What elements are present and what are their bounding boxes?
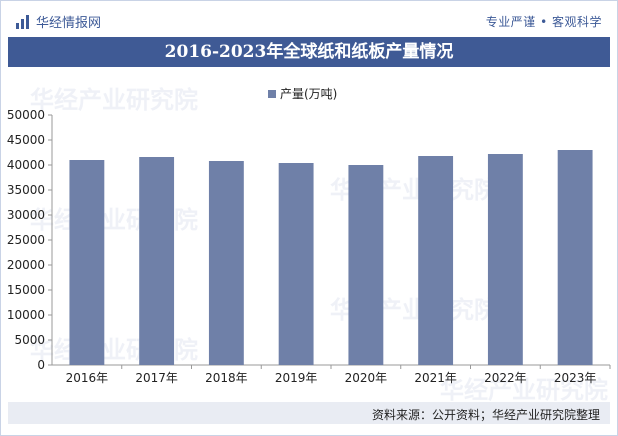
y-tick-label: 5000 xyxy=(14,333,45,347)
y-tick-label: 30000 xyxy=(7,208,45,222)
brand-logo: 华经情报网 xyxy=(16,12,101,31)
x-tick-label: 2020年 xyxy=(345,371,388,385)
y-tick-label: 35000 xyxy=(7,183,45,197)
brand-slogan: 专业严谨 • 客观科学 xyxy=(485,15,602,29)
chart-legend: 产量(万吨) xyxy=(268,85,337,102)
x-tick-label: 2023年 xyxy=(554,371,597,385)
x-tick-label: 2021年 xyxy=(414,371,457,385)
y-tick-label: 0 xyxy=(37,358,45,372)
source-bar: 资料来源：公开资料；华经产业研究院整理 xyxy=(8,402,610,424)
bar-3 xyxy=(208,161,244,365)
header-bar: 华经情报网 专业严谨 • 客观科学 xyxy=(8,6,610,34)
bar-8 xyxy=(557,150,593,365)
x-tick-label: 2019年 xyxy=(275,371,318,385)
bar-2 xyxy=(139,157,175,365)
legend-swatch xyxy=(268,89,276,98)
chart-title: 2016-2023年全球纸和纸板产量情况 xyxy=(164,42,454,62)
y-tick-label: 10000 xyxy=(7,308,45,322)
bar-chart-logo-icon xyxy=(16,14,32,29)
x-tick-label: 2017年 xyxy=(135,371,178,385)
title-bar: 2016-2023年全球纸和纸板产量情况 xyxy=(8,37,610,67)
y-tick-label: 45000 xyxy=(7,133,45,147)
bar-4 xyxy=(278,163,314,365)
source-note: 资料来源：公开资料；华经产业研究院整理 xyxy=(371,408,600,422)
y-tick-label: 50000 xyxy=(7,108,45,122)
bar-5 xyxy=(348,165,384,365)
x-tick-label: 2018年 xyxy=(205,371,248,385)
y-tick-label: 15000 xyxy=(7,283,45,297)
x-tick-label: 2022年 xyxy=(484,371,527,385)
brand-name: 华经情报网 xyxy=(36,16,102,31)
x-tick-label: 2016年 xyxy=(66,371,109,385)
legend-label: 产量(万吨) xyxy=(280,87,338,101)
y-tick-label: 20000 xyxy=(7,258,45,272)
bar-1 xyxy=(69,160,105,365)
bar-chart: 0 5000 10000 15000 20000 25000 30000 35000 40000… xyxy=(7,108,611,385)
bar-6 xyxy=(418,156,454,365)
y-tick-label: 25000 xyxy=(7,233,45,247)
y-tick-label: 40000 xyxy=(7,158,45,172)
bar-7 xyxy=(487,154,523,365)
